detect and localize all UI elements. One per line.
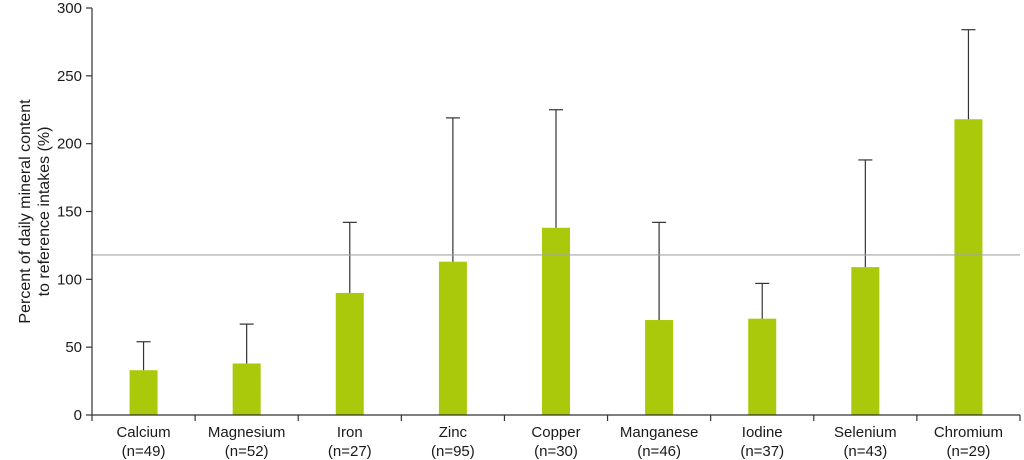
x-tick-label: Selenium [834, 424, 897, 441]
y-tick-label: 200 [57, 136, 82, 153]
bar-zinc [438, 261, 467, 415]
x-tick-label: Iodine [742, 424, 783, 441]
y-axis-title: Percent of daily mineral content to refer… [17, 99, 53, 324]
y-tick-label: 250 [57, 68, 82, 85]
x-tick-label: Calcium [116, 424, 170, 441]
y-tick-label: 0 [74, 407, 82, 424]
y-tick-label: 300 [57, 0, 82, 17]
bar-calcium [129, 370, 158, 415]
x-tick-sublabel: (n=46) [637, 443, 681, 460]
x-tick-label: Chromium [934, 424, 1003, 441]
x-tick-sublabel: (n=52) [225, 443, 269, 460]
y-axis-title-line: to reference intakes (%) [36, 127, 53, 297]
y-tick-label: 50 [65, 339, 82, 356]
y-tick-label: 100 [57, 271, 82, 288]
bar-iodine [748, 318, 777, 415]
x-tick-label: Zinc [439, 424, 468, 441]
x-tick-label: Manganese [620, 424, 698, 441]
y-axis-ticks: 0 50 100 150 200 250 300 [57, 0, 92, 424]
x-tick-label: Iron [337, 424, 363, 441]
bar-manganese [645, 320, 674, 415]
y-tick-label: 150 [57, 204, 82, 221]
bar-chromium [954, 119, 983, 415]
x-tick-sublabel: (n=37) [740, 443, 784, 460]
x-tick-sublabel: (n=49) [122, 443, 166, 460]
bar-selenium [851, 267, 880, 415]
x-tick-sublabel: (n=29) [947, 443, 991, 460]
x-tick-sublabel: (n=27) [328, 443, 372, 460]
bar-copper [542, 227, 570, 415]
bar-magnesium [232, 363, 261, 415]
bar-iron [335, 292, 364, 415]
x-tick-label: Copper [531, 424, 580, 441]
plot-area [91, 8, 1020, 416]
x-tick-sublabel: (n=95) [431, 443, 475, 460]
x-tick-sublabel: (n=30) [534, 443, 578, 460]
y-axis-title-line: Percent of daily mineral content [17, 99, 34, 324]
x-tick-label: Magnesium [208, 424, 286, 441]
x-tick-sublabel: (n=43) [843, 443, 887, 460]
x-axis-labels: Calcium (n=49) Magnesium (n=52) Iron (n=27) Zi… [91, 415, 1021, 460]
